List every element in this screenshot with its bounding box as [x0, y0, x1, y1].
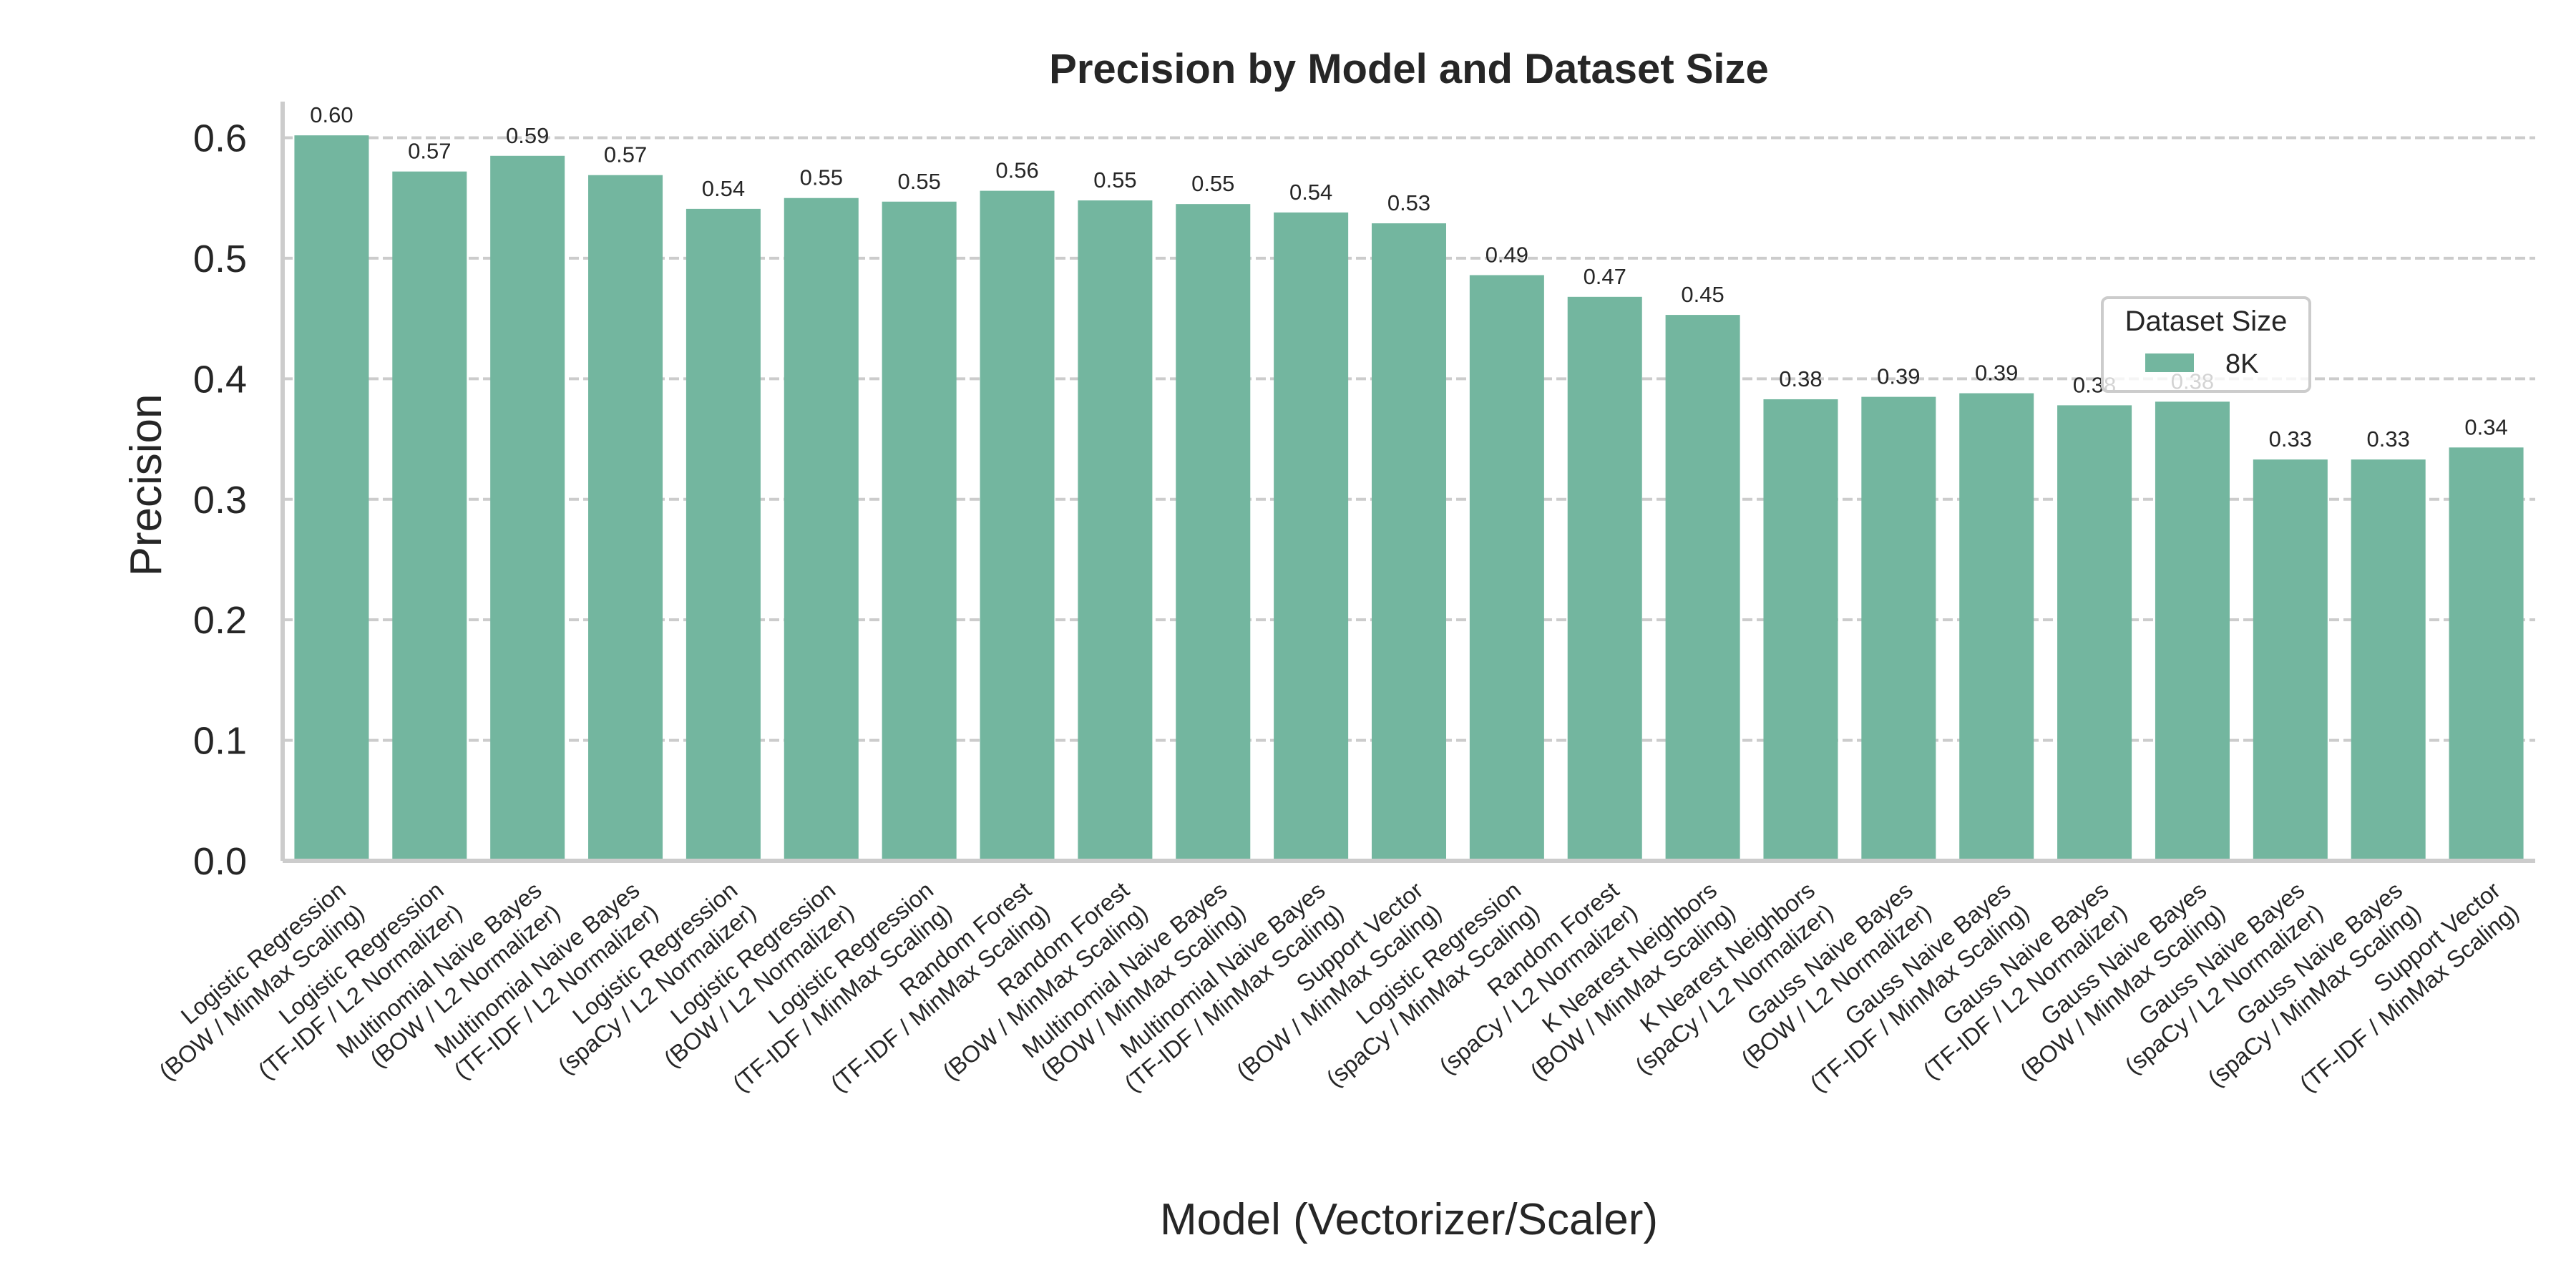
- bar-value-label: 0.45: [1681, 282, 1724, 307]
- bar-value-label: 0.34: [2464, 414, 2507, 439]
- spine-layer: [280, 102, 2535, 863]
- legend-entry-label: 8K: [2225, 349, 2258, 379]
- bar: [1274, 212, 1349, 861]
- bar: [1959, 393, 2034, 861]
- bar-value-label: 0.60: [310, 102, 353, 127]
- y-tick-label: 0.5: [193, 238, 247, 280]
- bar-value-label: 0.57: [604, 142, 647, 167]
- bar-layer: [294, 135, 2524, 862]
- value-labels: 0.60 0.57 0.59 0.57 0.54 0.55 0.55 0.56 0.55 0.55…: [310, 102, 2507, 452]
- bar-value-label: 0.38: [1779, 366, 1822, 391]
- bar: [2449, 447, 2524, 861]
- bar: [2253, 459, 2328, 861]
- bar-value-label: 0.33: [2269, 426, 2312, 452]
- bar: [686, 208, 761, 861]
- bar: [980, 190, 1055, 862]
- y-tick-label: 0.1: [193, 720, 247, 763]
- y-tick-label: 0.6: [193, 117, 247, 160]
- bar-value-label: 0.55: [800, 165, 843, 190]
- bar: [1078, 200, 1153, 862]
- bar-value-label: 0.47: [1584, 264, 1626, 289]
- bar: [1371, 223, 1447, 862]
- bar-value-label: 0.39: [1877, 364, 1920, 389]
- bar-value-label: 0.55: [897, 169, 940, 194]
- y-tick-label: 0.2: [193, 599, 247, 642]
- y-tick-label: 0.0: [193, 840, 247, 883]
- bar-value-label: 0.59: [506, 123, 549, 148]
- bar: [2351, 459, 2426, 861]
- bar: [2155, 401, 2230, 861]
- legend-swatch: [2145, 353, 2194, 372]
- bar: [588, 175, 663, 861]
- bar: [882, 201, 957, 861]
- bar: [490, 155, 565, 862]
- bar-value-label: 0.54: [1289, 180, 1332, 205]
- bar-value-label: 0.55: [1093, 167, 1136, 192]
- bar: [1763, 399, 1838, 861]
- bar: [2057, 405, 2132, 861]
- bar-value-label: 0.55: [1191, 171, 1234, 196]
- x-tick-labels: Logistic Regression(BOW / MinMax Scaling…: [154, 877, 2524, 1097]
- bar: [1861, 396, 1936, 861]
- y-axis-label: Precision: [122, 394, 171, 577]
- y-tick-labels: 0.0 0.1 0.2 0.3 0.4 0.5 0.6: [193, 117, 247, 883]
- bar: [1176, 204, 1251, 862]
- bar-value-label: 0.53: [1387, 190, 1430, 215]
- bar-value-label: 0.54: [702, 176, 745, 201]
- y-tick-label: 0.4: [193, 358, 247, 401]
- bar-value-label: 0.39: [1975, 361, 2018, 386]
- bar: [1567, 296, 1642, 861]
- legend-title: Dataset Size: [2125, 306, 2288, 337]
- bar: [392, 171, 467, 861]
- y-tick-label: 0.3: [193, 479, 247, 522]
- x-axis-label: Model (Vectorizer/Scaler): [1160, 1195, 1658, 1244]
- bar-value-label: 0.57: [408, 139, 451, 164]
- bar-value-label: 0.33: [2367, 426, 2410, 452]
- bar-value-label: 0.49: [1485, 243, 1528, 268]
- legend: Dataset Size 8K: [2101, 296, 2311, 393]
- bar: [784, 197, 859, 861]
- bar: [1665, 315, 1740, 862]
- bar: [1469, 275, 1544, 861]
- bar: [294, 135, 369, 862]
- chart-title: Precision by Model and Dataset Size: [1049, 46, 1769, 92]
- bar-value-label: 0.56: [995, 158, 1038, 183]
